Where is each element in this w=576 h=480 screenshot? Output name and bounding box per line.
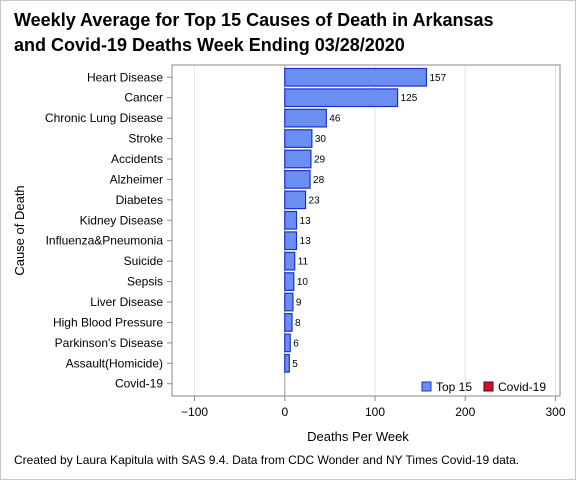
- y-tick-label: Suicide: [124, 254, 164, 268]
- data-label: 30: [315, 134, 327, 145]
- x-tick-label: 300: [545, 405, 565, 419]
- legend-swatch: [421, 381, 432, 392]
- bar: [284, 108, 327, 128]
- y-tick-label: Alzheimer: [110, 172, 163, 186]
- x-tick-labels: −100 0 100 200 300: [181, 396, 566, 419]
- chart-title-line1: Weekly Average for Top 15 Causes of Deat…: [14, 10, 494, 30]
- data-label: 10: [297, 277, 309, 288]
- data-label: 6: [293, 338, 299, 349]
- bar: [284, 170, 311, 189]
- x-tick-label: −100: [181, 405, 208, 419]
- y-tick-label: Accidents: [111, 152, 163, 166]
- bar: [284, 292, 294, 312]
- bars: [284, 67, 428, 373]
- footnote: Created by Laura Kapitula with SAS 9.4. …: [14, 453, 520, 467]
- bar: [284, 231, 298, 251]
- data-label: 13: [300, 216, 312, 227]
- bar: [284, 353, 290, 373]
- data-label: 46: [329, 114, 341, 125]
- chart-title-line2: and Covid-19 Deaths Week Ending 03/28/20…: [14, 35, 405, 55]
- y-tick-label: Assault(Homicide): [66, 356, 163, 370]
- chart-title: Weekly Average for Top 15 Causes of Deat…: [14, 8, 562, 58]
- y-tick-label: Influenza&Pneumonia: [46, 234, 164, 248]
- y-tick-label: Heart Disease: [87, 70, 163, 84]
- x-tick-label: 100: [365, 405, 385, 419]
- grid-lines: [194, 65, 556, 396]
- bar: [284, 129, 313, 148]
- data-label: 13: [300, 236, 312, 247]
- y-tick-label: Sepsis: [127, 275, 163, 289]
- plot-area-border: [171, 64, 561, 397]
- y-tick-label: Cancer: [124, 91, 163, 105]
- data-label: 23: [309, 195, 321, 206]
- data-label: 9: [296, 298, 302, 309]
- y-tick-label: Diabetes: [116, 193, 163, 207]
- y-tick-label: Chronic Lung Disease: [45, 111, 163, 125]
- data-label: 8: [295, 318, 301, 329]
- bar: [284, 251, 296, 271]
- bar: [284, 210, 298, 230]
- data-label: 29: [314, 154, 326, 165]
- legend: Top 15 Covid-19: [421, 380, 546, 394]
- bar: [284, 313, 293, 332]
- bar: [284, 333, 291, 353]
- y-tick-label: Kidney Disease: [80, 213, 164, 227]
- y-tick-label: Parkinson's Disease: [55, 336, 164, 350]
- bar: [284, 67, 428, 87]
- x-axis-label: Deaths Per Week: [307, 429, 409, 444]
- data-label: 11: [298, 257, 309, 268]
- y-tick-label: Stroke: [128, 132, 163, 146]
- x-tick-label: 0: [281, 405, 288, 419]
- data-label: 125: [401, 93, 418, 104]
- y-tick-labels: Heart Disease Cancer Chronic Lung Disease S…: [45, 70, 172, 391]
- y-tick-label: High Blood Pressure: [53, 315, 163, 329]
- legend-label: Covid-19: [498, 380, 546, 394]
- y-tick-label: Covid-19: [115, 377, 163, 391]
- bar: [284, 190, 307, 210]
- legend-swatch: [483, 381, 494, 392]
- data-label: 157: [429, 73, 446, 84]
- bar: [284, 149, 312, 169]
- bar: [284, 272, 295, 291]
- bar: [284, 88, 399, 108]
- data-label: 5: [292, 359, 298, 370]
- x-tick-label: 200: [455, 405, 475, 419]
- data-label: 28: [313, 175, 325, 186]
- y-axis-label: Cause of Death: [12, 185, 27, 275]
- y-tick-label: Liver Disease: [90, 295, 163, 309]
- legend-label: Top 15: [436, 380, 472, 394]
